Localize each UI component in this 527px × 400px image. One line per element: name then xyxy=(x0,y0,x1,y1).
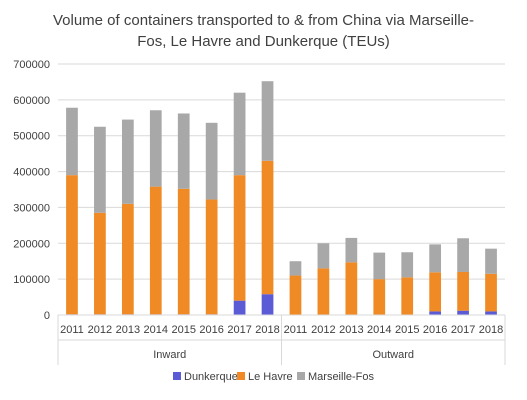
x-tick-label: 2011 xyxy=(284,324,308,336)
bar-le-havre xyxy=(177,188,190,315)
y-tick-label: 400000 xyxy=(13,167,50,179)
y-tick-label: 300000 xyxy=(13,202,50,214)
bar-dunkerque xyxy=(261,294,274,315)
bar-le-havre xyxy=(485,273,497,312)
bar-le-havre xyxy=(66,175,78,315)
bar-le-havre xyxy=(233,175,246,301)
bar-le-havre xyxy=(121,203,134,315)
bar-dunkerque xyxy=(485,311,497,315)
legend-swatch xyxy=(237,372,245,380)
bar-le-havre xyxy=(205,199,218,315)
bar-le-havre xyxy=(345,262,358,315)
legend-swatch xyxy=(173,372,181,380)
bar-dunkerque xyxy=(457,310,469,315)
bar-marseille-fos xyxy=(205,122,218,200)
group-label: Inward xyxy=(153,349,186,361)
x-tick-label: 2016 xyxy=(199,324,223,336)
x-tick-label: 2014 xyxy=(367,324,391,336)
chart-title-line-1: Volume of containers transported to & fr… xyxy=(52,12,475,29)
bar-marseille-fos xyxy=(121,119,134,204)
bar-marseille-fos xyxy=(149,110,162,187)
bar-dunkerque xyxy=(429,311,442,315)
bar-marseille-fos xyxy=(485,248,497,274)
x-tick-label: 2018 xyxy=(255,324,279,336)
y-tick-label: 0 xyxy=(44,310,50,322)
bar-le-havre xyxy=(457,271,469,311)
bar-marseille-fos xyxy=(233,92,246,176)
x-tick-label: 2015 xyxy=(171,324,195,336)
legend-swatch xyxy=(297,372,305,380)
bar-le-havre xyxy=(429,272,442,312)
bar-le-havre xyxy=(317,268,330,315)
bar-marseille-fos xyxy=(289,261,302,276)
y-tick-label: 500000 xyxy=(13,131,50,143)
bar-le-havre xyxy=(289,275,302,315)
group-label: Outward xyxy=(372,349,414,361)
x-tick-label: 2017 xyxy=(227,324,251,336)
chart-title-line-2: Fos, Le Havre and Dunkerque (TEUs) xyxy=(137,33,390,50)
x-tick-label: 2014 xyxy=(144,324,168,336)
x-tick-label: 2012 xyxy=(311,324,335,336)
bar-marseille-fos xyxy=(177,113,190,189)
bar-marseille-fos xyxy=(429,244,442,273)
bar-marseille-fos xyxy=(345,237,358,263)
chart-title: Volume of containers transported to & fr… xyxy=(40,10,487,52)
x-tick-label: 2017 xyxy=(451,324,475,336)
y-tick-label: 700000 xyxy=(13,59,50,71)
bar-le-havre xyxy=(261,160,274,295)
y-tick-label: 100000 xyxy=(13,274,50,286)
legend-label: Dunkerque xyxy=(184,371,238,383)
bar-marseille-fos xyxy=(317,243,330,269)
bar-marseille-fos xyxy=(457,238,469,272)
x-tick-label: 2018 xyxy=(479,324,503,336)
bar-marseille-fos xyxy=(401,252,414,278)
y-tick-label: 600000 xyxy=(13,95,50,107)
y-tick-label: 200000 xyxy=(13,238,50,250)
x-tick-label: 2011 xyxy=(60,324,84,336)
x-tick-label: 2012 xyxy=(88,324,112,336)
x-tick-label: 2016 xyxy=(423,324,447,336)
bar-le-havre xyxy=(94,212,106,315)
legend-label: Le Havre xyxy=(248,371,293,383)
bar-marseille-fos xyxy=(66,107,78,176)
bar-dunkerque xyxy=(233,300,246,315)
bar-le-havre xyxy=(149,186,162,315)
x-tick-label: 2015 xyxy=(395,324,419,336)
x-tick-label: 2013 xyxy=(116,324,140,336)
bar-marseille-fos xyxy=(261,81,274,161)
bar-le-havre xyxy=(373,279,386,315)
legend-label: Marseille-Fos xyxy=(308,371,375,383)
bar-marseille-fos xyxy=(373,252,386,280)
bar-le-havre xyxy=(401,277,414,315)
x-tick-label: 2013 xyxy=(339,324,363,336)
bar-marseille-fos xyxy=(94,126,106,213)
